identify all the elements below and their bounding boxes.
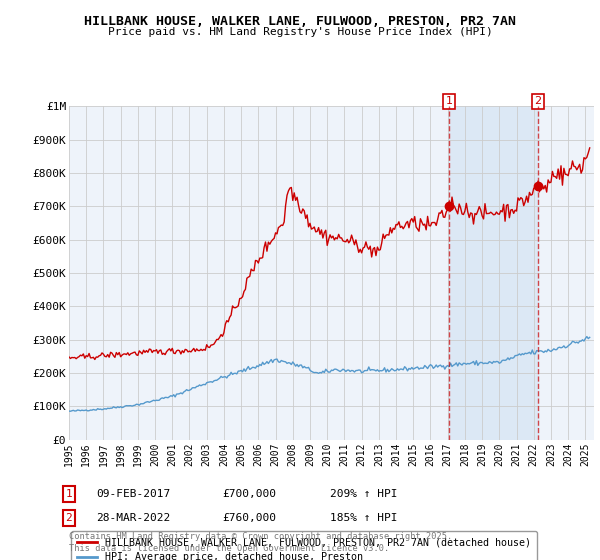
Text: HILLBANK HOUSE, WALKER LANE, FULWOOD, PRESTON, PR2 7AN: HILLBANK HOUSE, WALKER LANE, FULWOOD, PR…	[84, 15, 516, 28]
Text: 2: 2	[535, 96, 542, 106]
Text: Contains HM Land Registry data © Crown copyright and database right 2025.
This d: Contains HM Land Registry data © Crown c…	[69, 532, 452, 553]
Bar	[449, 106, 538, 440]
Bar	[449, 106, 538, 440]
Text: 209% ↑ HPI: 209% ↑ HPI	[330, 489, 398, 499]
Text: 09-FEB-2017: 09-FEB-2017	[96, 489, 170, 499]
Text: 2: 2	[65, 513, 73, 523]
Text: 1: 1	[65, 489, 73, 499]
Text: 185% ↑ HPI: 185% ↑ HPI	[330, 513, 398, 523]
Text: £700,000: £700,000	[222, 489, 276, 499]
Text: 1: 1	[446, 96, 452, 106]
Text: 28-MAR-2022: 28-MAR-2022	[96, 513, 170, 523]
Text: £760,000: £760,000	[222, 513, 276, 523]
Legend: HILLBANK HOUSE, WALKER LANE, FULWOOD, PRESTON, PR2 7AN (detached house), HPI: Av: HILLBANK HOUSE, WALKER LANE, FULWOOD, PR…	[71, 531, 538, 560]
Text: Price paid vs. HM Land Registry's House Price Index (HPI): Price paid vs. HM Land Registry's House …	[107, 27, 493, 38]
